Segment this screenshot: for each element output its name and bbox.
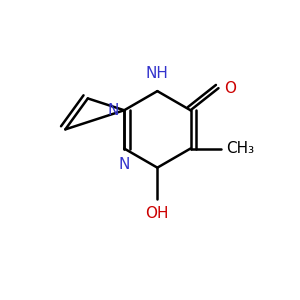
Text: CH₃: CH₃ <box>226 141 254 156</box>
Text: O: O <box>224 81 236 96</box>
Text: N: N <box>118 157 130 172</box>
Text: N: N <box>107 103 119 118</box>
Text: OH: OH <box>146 206 169 221</box>
Text: NH: NH <box>146 66 169 81</box>
